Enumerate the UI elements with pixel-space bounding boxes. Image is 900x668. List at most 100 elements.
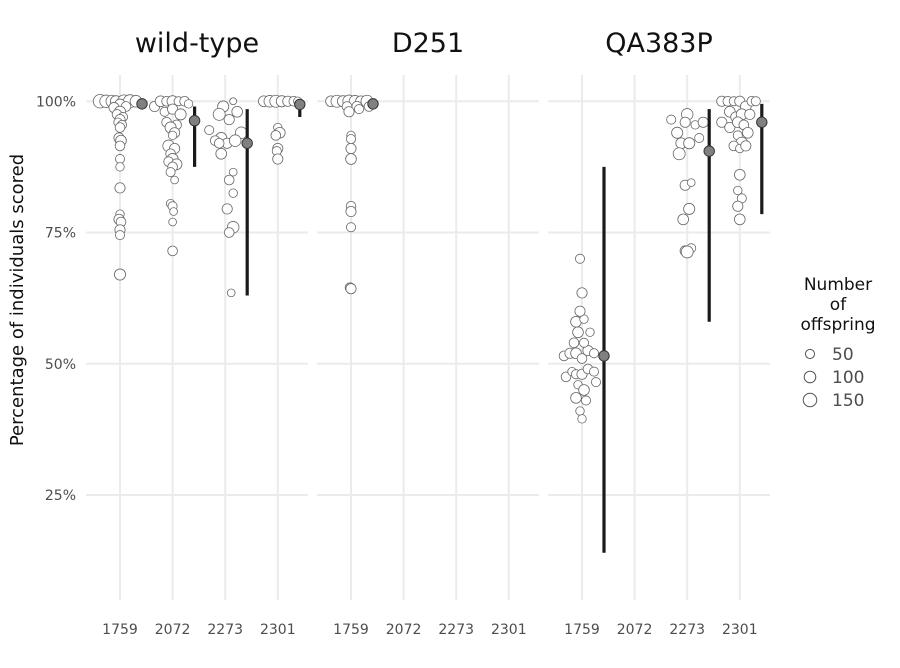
x-tick-label: 2072: [155, 622, 191, 638]
data-point: [575, 253, 585, 264]
data-point: [589, 348, 599, 359]
data-point: [226, 288, 236, 298]
data-point: [581, 395, 591, 406]
data-point: [270, 130, 282, 141]
data-point: [585, 327, 595, 337]
data-point: [576, 287, 588, 299]
x-tick-label: 2301: [260, 622, 296, 638]
mean-point: [367, 98, 379, 110]
data-point: [724, 121, 736, 134]
data-point: [589, 366, 599, 377]
mean-point: [598, 350, 610, 362]
data-point: [671, 126, 684, 139]
panel-wild-type: wild-type 1759 2072 2273 2301: [92, 28, 306, 638]
facet-title: D251: [392, 28, 464, 59]
data-point: [213, 137, 225, 149]
panels: wild-type 1759 2072 2273 2301 D251 1759 2072 227…: [92, 28, 768, 638]
data-point: [174, 108, 187, 121]
data-point: [734, 168, 746, 181]
data-point: [683, 137, 696, 150]
data-point: [683, 202, 696, 215]
x-tick-label: 1759: [564, 622, 600, 638]
legend-label: 100: [832, 368, 864, 388]
data-point: [345, 153, 357, 165]
data-point: [697, 116, 709, 128]
x-tick-label: 2273: [207, 622, 243, 638]
data-point: [345, 142, 357, 155]
legend-label: 150: [832, 391, 864, 411]
data-point: [223, 114, 235, 126]
legend-title-line: Number: [804, 275, 872, 295]
x-tick-label: 2072: [386, 622, 422, 638]
y-tick-label: 75%: [45, 226, 76, 242]
data-point: [115, 230, 125, 241]
data-point: [354, 104, 364, 115]
data-point: [221, 203, 233, 215]
data-point: [228, 167, 238, 177]
data-point: [574, 305, 586, 317]
data-point: [272, 153, 284, 165]
data-point: [229, 97, 238, 106]
data-point: [750, 96, 761, 107]
y-axis-title: Percentage of individuals scored: [7, 154, 28, 446]
data-point: [167, 103, 179, 115]
mean-point: [294, 98, 306, 111]
data-point: [223, 174, 235, 186]
data-point: [680, 245, 694, 259]
data-point: [228, 188, 238, 198]
data-point: [577, 414, 587, 424]
data-point: [170, 175, 179, 185]
data-point: [345, 283, 357, 295]
data-point: [686, 178, 696, 187]
data-point: [570, 392, 582, 404]
x-tick-label: 2072: [617, 622, 653, 638]
data-point: [215, 147, 227, 160]
data-point: [115, 154, 125, 164]
data-point: [742, 126, 754, 139]
data-point: [575, 406, 585, 416]
y-tick-label: 100%: [36, 94, 76, 110]
data-point: [694, 133, 705, 143]
data-point: [183, 99, 194, 109]
x-tick-label: 2301: [722, 622, 758, 638]
panel-qa383p: QA383P 1759 2072 2273 2301: [558, 28, 768, 638]
legend-title-line: of: [830, 295, 847, 315]
y-tick-label: 25%: [45, 488, 76, 504]
data-point: [568, 337, 580, 349]
data-point: [733, 185, 743, 196]
data-point: [732, 200, 744, 212]
data-point: [115, 162, 125, 172]
data-point: [346, 222, 356, 233]
data-point: [578, 384, 590, 396]
data-point: [114, 122, 126, 133]
data-point: [734, 213, 746, 226]
mean-point: [703, 145, 715, 157]
legend-key: [804, 348, 816, 360]
x-tick-label: 2301: [491, 622, 527, 638]
data-point: [716, 116, 728, 128]
data-point: [740, 140, 752, 152]
facet-title: QA383P: [605, 28, 713, 59]
y-axis: 25% 50% 75% 100%: [36, 94, 76, 504]
x-tick-label: 2273: [438, 622, 474, 638]
data-point: [572, 326, 584, 339]
data-point: [167, 245, 178, 257]
gridlines: [86, 75, 770, 600]
data-point: [167, 130, 178, 141]
data-point: [576, 353, 588, 364]
data-point: [165, 167, 176, 178]
mean-point: [188, 114, 201, 127]
data-point: [677, 213, 689, 226]
x-tick-label: 1759: [102, 622, 138, 638]
data-point: [346, 134, 356, 145]
data-point: [579, 337, 589, 348]
data-point: [223, 227, 235, 238]
data-point: [204, 125, 215, 136]
data-point: [666, 114, 677, 125]
legend-title-line: offspring: [800, 315, 875, 335]
panel-d251: D251 1759 2072 2273 2301: [325, 28, 527, 638]
data-point: [114, 140, 126, 152]
mean-point: [241, 137, 253, 149]
